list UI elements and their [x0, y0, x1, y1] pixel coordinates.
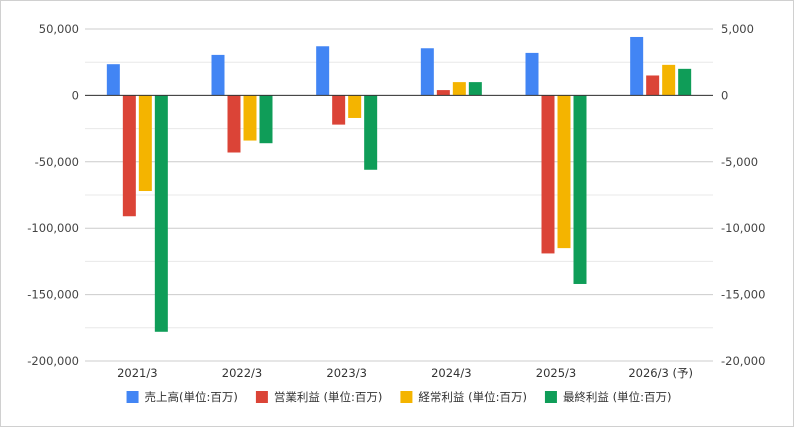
category-labels: 2021/3 2022/3 2023/3 2024/3 2025/3 2026/3 (予): [117, 366, 693, 380]
right-tick-label: -15,000: [721, 288, 765, 302]
category-label: 2025/3: [536, 366, 576, 380]
legend-item[interactable]: 売上高(単位:百万): [126, 390, 238, 404]
bar: [227, 95, 241, 153]
bar: [630, 36, 644, 96]
bar: [573, 95, 587, 284]
bar: [678, 68, 692, 96]
left-tick-label: 0: [72, 88, 79, 102]
bar: [420, 48, 434, 96]
bar: [646, 75, 660, 96]
bar: [541, 95, 555, 254]
legend-item[interactable]: 営業利益 (単位:百万): [255, 390, 383, 404]
bar: [316, 46, 330, 96]
left-tick-label: 50,000: [39, 22, 79, 36]
legend-label: 営業利益 (単位:百万): [274, 390, 383, 404]
bar: [436, 90, 450, 96]
left-axis: 50,000 0 -50,000 -100,000 -150,000 -200,000: [27, 22, 79, 368]
legend-label: 売上高(単位:百万): [145, 390, 238, 404]
right-tick-label: -10,000: [721, 221, 765, 235]
bar: [122, 95, 136, 217]
bar: [106, 64, 120, 96]
bar: [332, 95, 346, 125]
legend-swatch: [126, 391, 139, 403]
right-axis: 5,000 0 -5,000 -10,000 -15,000 -20,000: [721, 22, 765, 368]
right-tick-label: -5,000: [721, 155, 758, 169]
left-tick-label: -150,000: [27, 288, 79, 302]
bar: [243, 95, 257, 141]
right-tick-label: 5,000: [721, 22, 754, 36]
left-tick-label: -100,000: [27, 221, 79, 235]
bar: [557, 95, 571, 249]
bar: [525, 52, 539, 96]
right-tick-label: 0: [721, 88, 728, 102]
category-label: 2023/3: [326, 366, 366, 380]
legend[interactable]: 売上高(単位:百万) 営業利益 (単位:百万) 経常利益 (単位:百万) 最終利益 (…: [126, 390, 672, 404]
legend-item[interactable]: 経常利益 (単位:百万): [400, 390, 527, 404]
legend-swatch: [255, 391, 268, 403]
legend-swatch: [400, 391, 413, 403]
category-label: 2021/3: [117, 366, 157, 380]
legend-swatch: [544, 391, 557, 403]
bar: [211, 54, 225, 96]
bars: [106, 36, 692, 332]
legend-label: 経常利益 (単位:百万): [418, 390, 527, 404]
legend-label: 最終利益 (単位:百万): [563, 390, 672, 404]
gridlines: [85, 28, 713, 362]
bar: [452, 82, 466, 96]
category-label: 2022/3: [222, 366, 262, 380]
right-tick-label: -20,000: [721, 354, 765, 368]
bar: [138, 95, 152, 192]
legend-item[interactable]: 最終利益 (単位:百万): [544, 390, 672, 404]
category-label: 2024/3: [431, 366, 471, 380]
bar: [259, 95, 273, 144]
bar: [662, 64, 676, 96]
bar: [348, 95, 362, 118]
bar: [364, 95, 378, 170]
left-tick-label: -50,000: [35, 155, 79, 169]
left-tick-label: -200,000: [27, 354, 79, 368]
category-label: 2026/3 (予): [628, 366, 693, 380]
bar: [154, 95, 168, 332]
bar: [468, 82, 482, 96]
